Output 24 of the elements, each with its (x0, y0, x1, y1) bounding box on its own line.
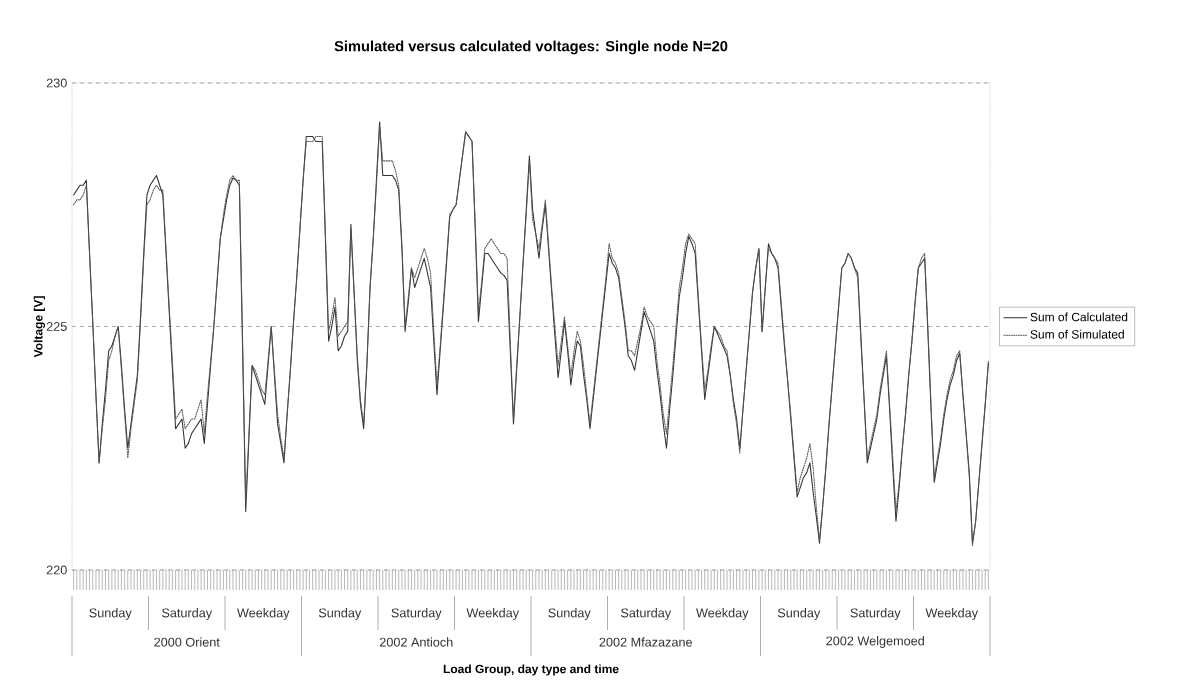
legend-label: Sum of Simulated (1030, 329, 1124, 339)
y-tick-label: 220 (46, 565, 67, 575)
text: Weekday (925, 608, 979, 620)
y-tick-label: 230 (46, 78, 67, 88)
text: Sunday (318, 608, 362, 620)
text: Saturday (162, 608, 213, 620)
text: Load Group, day type and time (443, 664, 619, 676)
text: Weekday (237, 608, 290, 620)
text: 2002 Mfazazane (599, 637, 692, 647)
text: Weekday (696, 608, 749, 620)
text: 2002 Antioch (379, 637, 453, 647)
text: Sunday (548, 608, 591, 620)
text: 2000 Orient (154, 637, 220, 647)
text: Weekday (466, 608, 520, 620)
y-tick-label: 225 (46, 322, 67, 331)
text: Saturday (850, 608, 901, 620)
legend-label: Sum of Calculated (1030, 312, 1128, 322)
chart-title: Simulated versus calculated voltages: Single node N=20 (334, 40, 728, 55)
text: Sunday (777, 608, 821, 620)
text: Sunday (89, 608, 132, 620)
text: Saturday (621, 608, 672, 620)
y-axis-title: Voltage [V] (33, 296, 46, 358)
text: 2002 Welgemoed (826, 636, 924, 648)
text: Saturday (391, 608, 442, 620)
